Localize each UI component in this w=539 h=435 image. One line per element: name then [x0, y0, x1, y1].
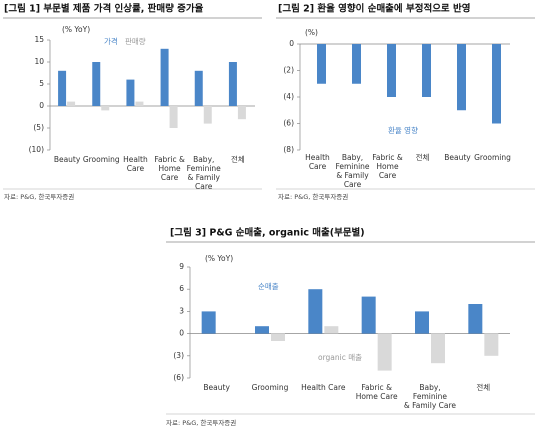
x-tick-label: Grooming	[474, 153, 511, 162]
legend-label: 가격	[104, 36, 118, 46]
source: 자료: P&G, 한국투자증권	[166, 418, 236, 427]
legend-label: 순매출	[258, 281, 279, 291]
chart-title: [그림 3] P&G 순매출, organic 매출(부문별)	[170, 227, 365, 239]
bar	[135, 101, 144, 106]
bar	[201, 311, 216, 334]
x-tick-label: Beauty	[203, 383, 230, 392]
x-tick-label: Fabric & Home Care	[372, 153, 403, 180]
source: 자료: P&G, 한국투자증권	[278, 192, 348, 201]
y-tick-label: 6	[179, 284, 184, 293]
bar	[67, 101, 76, 106]
y-axis-label: (% YoY)	[205, 254, 233, 263]
y-tick-label: (3)	[173, 351, 184, 360]
x-tick-label: 전체	[415, 153, 430, 162]
bar	[92, 62, 101, 106]
bar	[203, 106, 212, 124]
y-tick-label: (5)	[33, 123, 44, 132]
bar	[169, 106, 178, 128]
chart-title: [그림 1] 부문별 제품 가격 인상률, 판매량 증가율	[4, 3, 204, 15]
bar	[101, 106, 110, 111]
bar	[352, 44, 361, 84]
bar	[228, 62, 237, 106]
bar	[194, 70, 203, 106]
y-tick-label: (2)	[283, 66, 294, 75]
y-tick-label: 10	[34, 57, 44, 66]
bar	[324, 326, 339, 334]
x-tick-label: Health Care	[301, 383, 346, 392]
bar	[361, 296, 376, 334]
legend-label: 판매량	[125, 37, 146, 46]
bar	[484, 333, 499, 356]
legend-label: 환율 영향	[388, 125, 418, 135]
x-tick-label: Fabric & Home Care	[355, 383, 398, 401]
y-axis-label: (% YoY)	[62, 25, 90, 34]
x-tick-label: Baby, Feminine & Family Care	[403, 383, 457, 410]
bar	[468, 304, 483, 334]
x-tick-label: Beauty	[444, 153, 471, 162]
bar	[317, 44, 326, 84]
bar	[377, 333, 392, 371]
y-tick-label: 0	[39, 101, 44, 110]
y-tick-label: 0	[289, 39, 294, 48]
bar	[415, 311, 429, 334]
bar	[422, 44, 431, 97]
y-tick-label: 0	[179, 329, 184, 338]
bar	[387, 44, 396, 97]
legend-label: organic 매출	[318, 352, 362, 362]
y-tick-label: 5	[39, 79, 44, 88]
x-tick-label: Fabric & Home Care	[154, 155, 185, 182]
x-tick-label: Grooming	[251, 383, 289, 392]
y-tick-label: 3	[179, 306, 184, 315]
bar	[126, 79, 135, 106]
y-tick-label: (6)	[283, 119, 294, 128]
x-tick-label: Health Care	[123, 155, 148, 173]
bar	[58, 70, 67, 106]
y-tick-label: 15	[34, 35, 44, 44]
x-tick-label: 전체	[476, 383, 491, 392]
x-tick-label: Health Care	[305, 153, 330, 171]
x-tick-label: Baby, Feminine & Family Care	[335, 153, 370, 189]
bar	[237, 106, 246, 120]
bar	[255, 326, 269, 334]
y-tick-label: (10)	[29, 145, 44, 154]
y-tick-label: (8)	[283, 145, 294, 154]
x-tick-label: Grooming	[82, 155, 120, 164]
bar	[160, 48, 169, 106]
bar	[457, 44, 466, 111]
y-tick-label: (6)	[173, 373, 184, 382]
source: 자료: P&G, 한국투자증권	[4, 192, 74, 201]
x-tick-label: Baby, Feminine & Family Care	[186, 155, 221, 191]
y-tick-label: (4)	[283, 92, 294, 101]
x-tick-label: Beauty	[53, 155, 81, 164]
chart-title: [그림 2] 환율 영향이 순매출에 부정적으로 반영	[278, 3, 470, 15]
bar	[271, 333, 285, 341]
x-tick-label: 전체	[231, 155, 245, 164]
y-tick-label: 9	[179, 262, 184, 271]
bar	[308, 289, 323, 334]
bar	[492, 44, 501, 124]
bar	[431, 333, 445, 364]
y-axis-label: (%)	[305, 28, 318, 37]
